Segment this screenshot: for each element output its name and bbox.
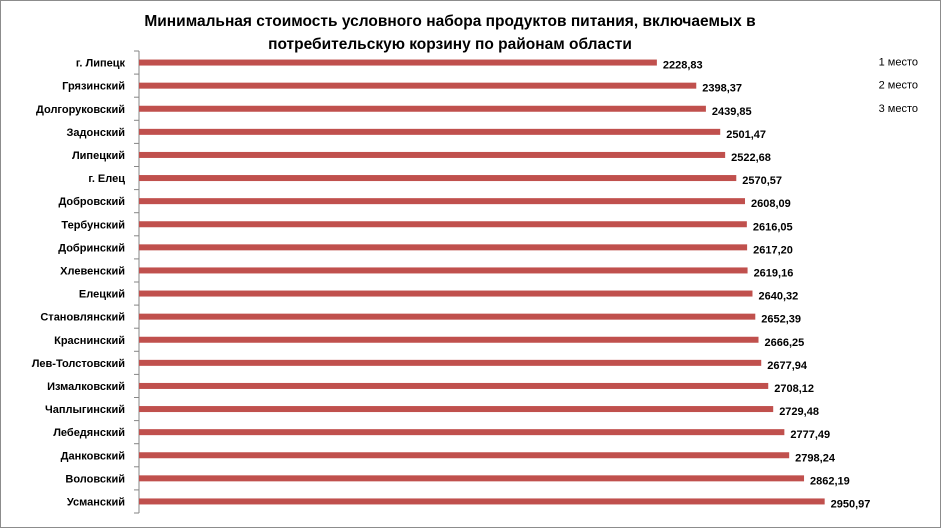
category-label: Измалковский [47, 381, 125, 393]
category-label: Лебедянский [53, 427, 125, 439]
value-label: 2608,09 [751, 198, 791, 210]
value-label: 2501,47 [726, 129, 766, 141]
value-label: 2677,94 [767, 360, 808, 372]
category-label: Краснинский [54, 335, 125, 347]
category-label: Добринский [58, 242, 125, 254]
rank-annotation: 2 место [879, 80, 918, 92]
bar [139, 221, 747, 228]
category-label: Усманский [67, 496, 125, 508]
value-label: 2950,97 [831, 498, 871, 510]
category-label: Чаплыгинский [45, 404, 125, 416]
bar [139, 290, 753, 297]
bar [139, 128, 721, 135]
category-label: Лев-Толстовский [32, 358, 125, 370]
category-label: Воловский [65, 473, 125, 485]
chart-title: Минимальная стоимость условного набора п… [80, 10, 820, 56]
bar [139, 475, 805, 482]
value-label: 2617,20 [753, 244, 793, 256]
bar [139, 406, 774, 413]
bar [139, 82, 697, 89]
chart-title-line-1: Минимальная стоимость условного набора п… [144, 13, 756, 30]
bar [139, 151, 726, 158]
rank-annotation: 1 место [879, 57, 918, 69]
category-label: Долгоруковский [36, 104, 125, 116]
category-label: Липецкий [72, 150, 125, 162]
value-label: 2439,85 [712, 106, 752, 118]
value-label: 2522,68 [731, 152, 771, 164]
value-label: 2777,49 [790, 429, 830, 441]
value-label: 2862,19 [810, 475, 850, 487]
bar [139, 429, 785, 436]
bar [139, 452, 790, 459]
category-label: Задонский [66, 127, 125, 139]
value-label: 2570,57 [742, 175, 782, 187]
bar [139, 175, 737, 182]
bar [139, 382, 769, 389]
value-label: 2640,32 [758, 291, 798, 303]
value-label: 2228,83 [663, 60, 703, 72]
value-label: 2616,05 [753, 221, 793, 233]
bar [139, 498, 825, 505]
category-label: Хлевенский [60, 265, 125, 277]
value-label: 2398,37 [702, 83, 742, 95]
category-label: Грязинский [62, 81, 125, 93]
value-label: 2619,16 [754, 267, 794, 279]
bar [139, 105, 706, 112]
value-label: 2666,25 [765, 337, 805, 349]
bar [139, 336, 759, 343]
category-label: Данковский [61, 450, 125, 462]
bar [139, 313, 756, 320]
bar [139, 359, 762, 366]
category-label: Елецкий [79, 289, 125, 301]
bar [139, 198, 745, 205]
category-label: г. Липецк [76, 58, 126, 70]
bar [139, 244, 748, 251]
value-label: 2729,48 [779, 406, 819, 418]
chart-title-line-2: потребительскую корзину по районам облас… [268, 36, 632, 53]
value-label: 2652,39 [761, 314, 801, 326]
value-label: 2798,24 [795, 452, 836, 464]
rank-annotation: 3 место [879, 103, 918, 115]
category-label: г. Елец [88, 173, 125, 185]
category-label: Добровский [58, 196, 125, 208]
value-label: 2708,12 [774, 383, 814, 395]
category-label: Тербунский [61, 219, 125, 231]
bar [139, 267, 748, 274]
bar [139, 59, 657, 66]
category-label: Становлянский [40, 312, 125, 324]
